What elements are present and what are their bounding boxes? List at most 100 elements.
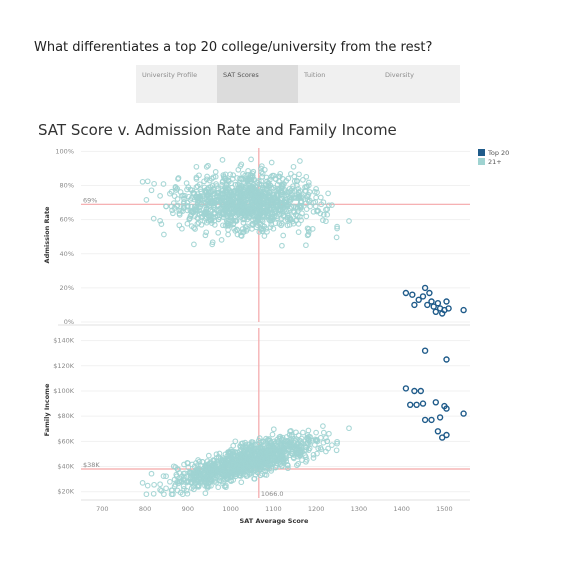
legend-label: 21+ xyxy=(488,158,502,166)
point-21-plus xyxy=(236,210,243,217)
point-21-plus xyxy=(306,189,313,195)
point-21-plus xyxy=(198,474,204,481)
point-21-plus xyxy=(295,185,302,192)
point-21-plus xyxy=(334,440,340,447)
point-21-plus xyxy=(265,183,272,189)
point-21-plus xyxy=(288,170,294,177)
point-21-plus xyxy=(251,176,257,183)
y-tick-label: 40% xyxy=(60,250,74,258)
point-21-plus xyxy=(158,221,165,227)
point-21-plus xyxy=(202,209,208,215)
point-top-20 xyxy=(443,431,450,439)
point-21-plus xyxy=(239,209,246,215)
point-21-plus xyxy=(203,176,210,183)
point-top-20 xyxy=(419,293,427,300)
x-tick-label: 1300 xyxy=(351,505,368,513)
point-21-plus xyxy=(148,470,155,477)
point-21-plus xyxy=(320,217,326,224)
tab-university-profile[interactable]: University Profile xyxy=(142,71,198,79)
point-21-plus xyxy=(284,222,291,229)
point-21-plus xyxy=(255,437,262,444)
point-21-plus xyxy=(188,475,195,482)
point-21-plus xyxy=(194,214,201,221)
point-top-20 xyxy=(424,301,431,309)
point-21-plus xyxy=(278,447,284,453)
tab-bar: University Profile SAT Scores Tuition Di… xyxy=(136,65,460,103)
point-21-plus xyxy=(306,445,313,452)
point-21-plus xyxy=(240,229,246,236)
point-21-plus xyxy=(229,191,235,197)
point-21-plus xyxy=(294,182,300,189)
legend-swatch-21-plus xyxy=(478,158,485,165)
point-21-plus xyxy=(265,197,272,204)
legend-label: Top 20 xyxy=(487,149,509,157)
point-21-plus xyxy=(324,211,331,218)
point-21-plus xyxy=(278,181,285,188)
point-21-plus xyxy=(268,159,275,166)
point-21-plus xyxy=(234,226,240,233)
point-21-plus xyxy=(309,226,316,232)
point-21-plus xyxy=(219,457,226,464)
point-21-plus xyxy=(181,205,187,212)
point-21-plus xyxy=(255,200,261,207)
point-21-plus xyxy=(323,218,329,225)
point-21-plus xyxy=(217,209,223,216)
point-21-plus xyxy=(222,466,228,473)
point-21-plus xyxy=(242,172,248,179)
point-21-plus xyxy=(220,209,227,216)
tab-diversity[interactable]: Diversity xyxy=(385,71,414,79)
point-21-plus xyxy=(267,218,274,224)
tab-sat-scores[interactable]: SAT Scores xyxy=(217,65,298,103)
point-21-plus xyxy=(230,204,237,211)
point-21-plus xyxy=(196,181,203,188)
point-21-plus xyxy=(264,198,270,205)
point-21-plus xyxy=(270,454,277,461)
point-21-plus xyxy=(209,241,216,248)
point-21-plus xyxy=(244,177,251,184)
x-tick-label: 1000 xyxy=(222,505,239,513)
point-top-20 xyxy=(421,284,429,292)
point-21-plus xyxy=(204,173,210,180)
point-top-20 xyxy=(402,289,410,297)
point-21-plus xyxy=(201,218,208,224)
point-21-plus xyxy=(279,200,286,206)
point-21-plus xyxy=(208,213,214,219)
y-tick-label: $40K xyxy=(57,463,74,471)
point-21-plus xyxy=(236,182,243,189)
point-21-plus xyxy=(235,193,241,200)
point-21-plus xyxy=(247,454,254,461)
y-tick-label: 100% xyxy=(55,147,74,155)
point-21-plus xyxy=(227,200,234,207)
point-21-plus xyxy=(174,196,181,202)
point-21-plus xyxy=(249,190,256,196)
point-21-plus xyxy=(276,204,283,210)
point-top-20 xyxy=(426,289,433,297)
point-21-plus xyxy=(283,450,290,457)
point-21-plus xyxy=(151,481,157,488)
point-21-plus xyxy=(214,461,221,468)
y-tick-label: $60K xyxy=(57,437,74,445)
point-21-plus xyxy=(221,191,228,198)
point-21-plus xyxy=(284,210,291,217)
point-top-20 xyxy=(411,301,418,309)
point-21-plus xyxy=(174,487,181,494)
point-top-20 xyxy=(407,401,414,408)
point-top-20 xyxy=(432,399,439,406)
tab-tuition[interactable]: Tuition xyxy=(304,71,326,79)
point-21-plus xyxy=(203,164,210,170)
point-21-plus xyxy=(198,214,204,220)
reference-label-y: 69% xyxy=(83,196,97,204)
point-21-plus xyxy=(202,232,209,239)
point-21-plus xyxy=(158,487,165,494)
point-21-plus xyxy=(161,231,167,238)
point-top-20 xyxy=(421,416,429,424)
point-21-plus xyxy=(210,200,216,206)
point-21-plus xyxy=(176,470,183,476)
point-21-plus xyxy=(297,442,303,448)
point-21-plus xyxy=(254,179,261,186)
point-21-plus xyxy=(290,163,297,170)
point-21-plus xyxy=(325,190,331,197)
point-21-plus xyxy=(274,448,281,454)
point-21-plus xyxy=(187,479,194,485)
